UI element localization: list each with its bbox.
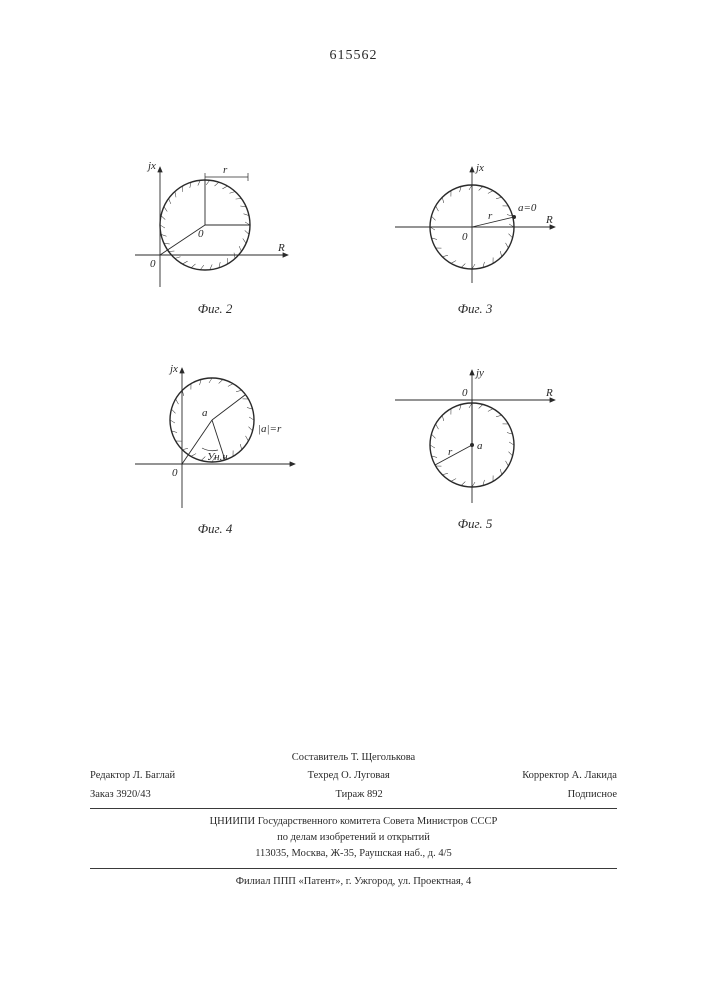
figure-5-caption: Фиг. 5: [380, 516, 570, 532]
figure-2-caption: Фиг. 2: [120, 301, 310, 317]
figure-2: jx R 0 0 r Фиг. 2: [120, 155, 310, 320]
fig5-origin-label: 0: [462, 387, 468, 399]
footer-sub: Подписное: [568, 787, 617, 803]
footer-separator-1: [90, 808, 617, 809]
figure-3: jx R 0 r a=0 Фиг. 3: [380, 155, 570, 320]
footer-branch: Филиал ППП «Патент», г. Ужгород, ул. Про…: [90, 874, 617, 890]
fig2-x-label: R: [277, 242, 285, 254]
figures-grid: jx R 0 0 r Фиг. 2 jx R 0 r a=0 Фиг. 3: [120, 155, 580, 525]
fig5-x-label: R: [545, 387, 553, 399]
fig2-y-label: jx: [146, 160, 156, 172]
fig3-origin-label: 0: [462, 231, 468, 243]
figure-4-caption: Фиг. 4: [120, 521, 310, 537]
footer-corrector: Корректор А. Лакида: [522, 768, 617, 784]
footer-editor: Редактор Л. Баглай: [90, 768, 175, 784]
footer-separator-2: [90, 868, 617, 869]
fig2-center-label: 0: [198, 228, 204, 240]
fig4-y-label: jx: [168, 363, 178, 375]
footer-tirazh: Тираж 892: [335, 787, 382, 803]
fig4-center-label: a: [202, 407, 208, 419]
footer-tech: Техред О. Луговая: [308, 768, 390, 784]
figure-4-svg: jx 0 a |a|=r Ун.ч: [120, 360, 310, 515]
fig3-a-label: a=0: [518, 202, 537, 214]
fig5-y-label: jy: [474, 367, 484, 379]
figure-3-svg: jx R 0 r a=0: [380, 155, 570, 295]
fig5-center-label: a: [477, 440, 483, 452]
footer-compiler: Составитель Т. Щеголькова: [292, 750, 415, 766]
figure-2-svg: jx R 0 0 r: [120, 155, 310, 295]
fig4-origin-label: 0: [172, 467, 178, 479]
footer-org2: по делам изобретений и открытий: [90, 830, 617, 846]
figure-5: jy R 0 a r Фиг. 5: [380, 360, 570, 525]
fig4-aeq-label: |a|=r: [258, 423, 282, 435]
fig3-r-label: r: [488, 210, 493, 222]
fig5-r-label: r: [448, 446, 453, 458]
fig2-origin-label: 0: [150, 258, 156, 270]
fig4-u-label: Ун.ч: [207, 451, 228, 463]
figure-3-caption: Фиг. 3: [380, 301, 570, 317]
footer-org1: ЦНИИПИ Государственного комитета Совета …: [90, 814, 617, 830]
page-number: 615562: [330, 48, 378, 64]
footer: Составитель Т. Щеголькова Редактор Л. Ба…: [90, 750, 617, 890]
figure-4: jx 0 a |a|=r Ун.ч Фиг. 4: [120, 360, 310, 525]
footer-addr: 113035, Москва, Ж-35, Раушская наб., д. …: [90, 846, 617, 862]
footer-order: Заказ 3920/43: [90, 787, 151, 803]
fig3-y-label: jx: [474, 162, 484, 174]
fig3-x-label: R: [545, 214, 553, 226]
fig2-r-label: r: [223, 164, 228, 176]
figure-5-svg: jy R 0 a r: [380, 360, 570, 510]
